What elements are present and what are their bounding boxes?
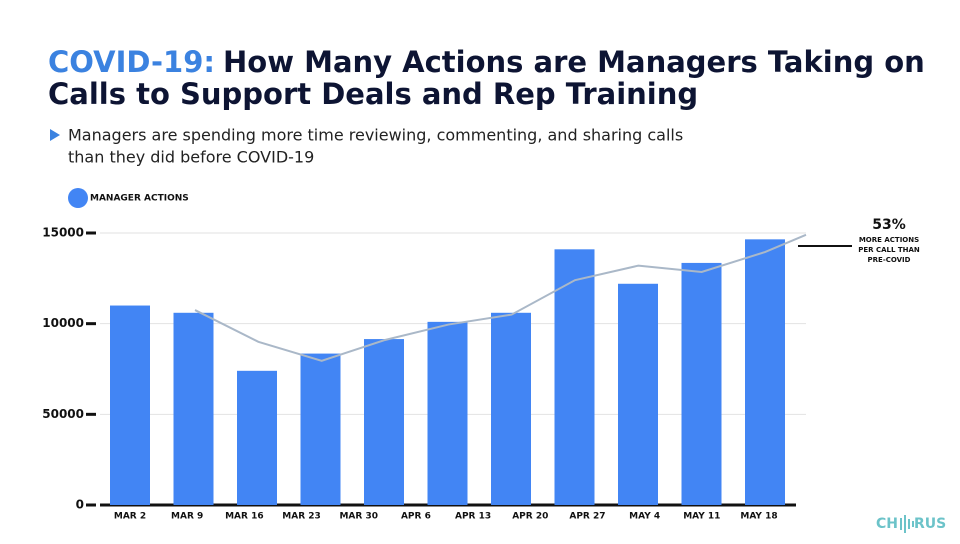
annotation-text: PRE-COVID (868, 256, 911, 264)
x-tick-label: MAR 9 (171, 512, 203, 522)
bar (237, 370, 277, 505)
x-tick-label: MAR 30 (339, 512, 378, 522)
bar (427, 321, 468, 505)
title-line2: Calls to Support Deals and Rep Training (48, 77, 698, 111)
logo-wave (900, 515, 914, 533)
x-tick-label: APR 20 (512, 512, 548, 522)
bar (364, 339, 404, 505)
x-tick-label: APR 6 (401, 512, 431, 522)
y-tick-label: 50000 (42, 407, 84, 421)
bar (491, 312, 531, 505)
annotation-text: MORE ACTIONS (859, 236, 919, 244)
x-tick-label: MAY 11 (683, 512, 720, 522)
subtitle-line2: than they did before COVID-19 (68, 148, 314, 167)
bar (681, 262, 722, 505)
title-highlight: COVID-19: (48, 45, 215, 79)
x-tick-label: APR 13 (455, 512, 491, 522)
logo-part: RUS (914, 516, 946, 532)
x-tick-label: MAR 2 (114, 512, 146, 522)
subtitle-line1: Managers are spending more time reviewin… (68, 126, 683, 145)
y-tick-label: 0 (76, 498, 84, 512)
title-line1: How Many Actions are Managers Taking on (223, 45, 925, 79)
bar (300, 353, 341, 505)
logo-part: CH (876, 516, 898, 532)
logo: CH RUS (876, 516, 946, 532)
bar (173, 312, 214, 505)
x-tick-label: MAY 18 (740, 512, 777, 522)
x-tick-label: MAY 4 (629, 512, 660, 522)
annotation-text: PER CALL THAN (858, 246, 920, 254)
bar (745, 239, 785, 505)
bar (110, 305, 150, 505)
x-tick-label: APR 27 (569, 512, 605, 522)
x-tick-label: MAR 16 (225, 512, 264, 522)
x-tick-label: MAR 23 (282, 512, 321, 522)
y-tick-label: 15000 (42, 226, 84, 240)
title: COVID-19: How Many Actions are Managers T… (48, 45, 925, 79)
legend-label: MANAGER ACTIONS (90, 194, 189, 204)
bar (618, 283, 658, 505)
bullet (50, 129, 60, 141)
bar (554, 249, 595, 505)
line (194, 233, 807, 362)
y-tick-label: 10000 (42, 316, 84, 330)
annotation-value: 53% (872, 217, 906, 233)
legend-swatch (68, 188, 88, 208)
